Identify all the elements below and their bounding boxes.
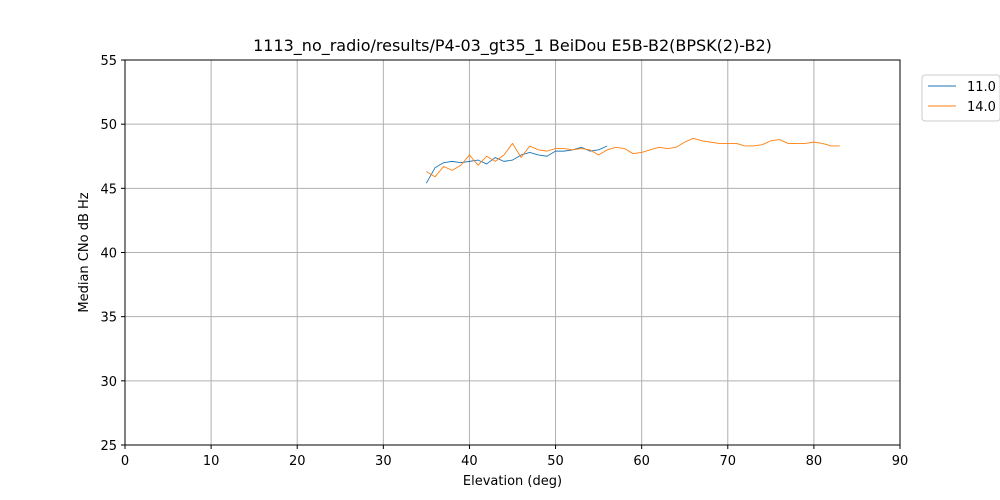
x-tick-label: 40 — [461, 454, 478, 469]
series-line-1 — [425, 145, 608, 184]
y-tick-label: 50 — [100, 118, 117, 133]
x-tick-label: 90 — [892, 454, 909, 469]
y-tick-label: 25 — [100, 439, 117, 454]
series-lines — [425, 137, 840, 184]
chart-title: 1113_no_radio/results/P4-03_gt35_1 BeiDo… — [253, 36, 772, 56]
y-tick-label: 40 — [100, 247, 117, 262]
y-tick-label: 45 — [100, 182, 117, 197]
x-tick-label: 10 — [203, 454, 220, 469]
x-tick-label: 20 — [289, 454, 306, 469]
y-tick-label: 35 — [100, 311, 117, 326]
legend-label-series-2: 14.0 — [967, 100, 996, 115]
x-tick-label: 30 — [375, 454, 392, 469]
x-tick-label: 0 — [121, 454, 129, 469]
y-axis-label: Median CNo dB Hz — [77, 192, 92, 312]
x-axis-label: Elevation (deg) — [463, 474, 562, 489]
legend-box — [921, 74, 1000, 122]
x-tick-label: 50 — [547, 454, 564, 469]
legend: 11.0 14.0 — [921, 74, 1000, 122]
x-tick-label: 70 — [720, 454, 737, 469]
series-line-2 — [426, 137, 840, 178]
axis-ticks: 0 10 20 30 40 50 60 70 80 90 25 30 35 40 45 50 55 — [100, 54, 908, 469]
x-tick-label: 60 — [633, 454, 650, 469]
x-tick-label: 80 — [806, 454, 823, 469]
y-tick-label: 55 — [100, 54, 117, 69]
y-tick-label: 30 — [100, 375, 117, 390]
legend-label-series-1: 11.0 — [967, 80, 996, 95]
